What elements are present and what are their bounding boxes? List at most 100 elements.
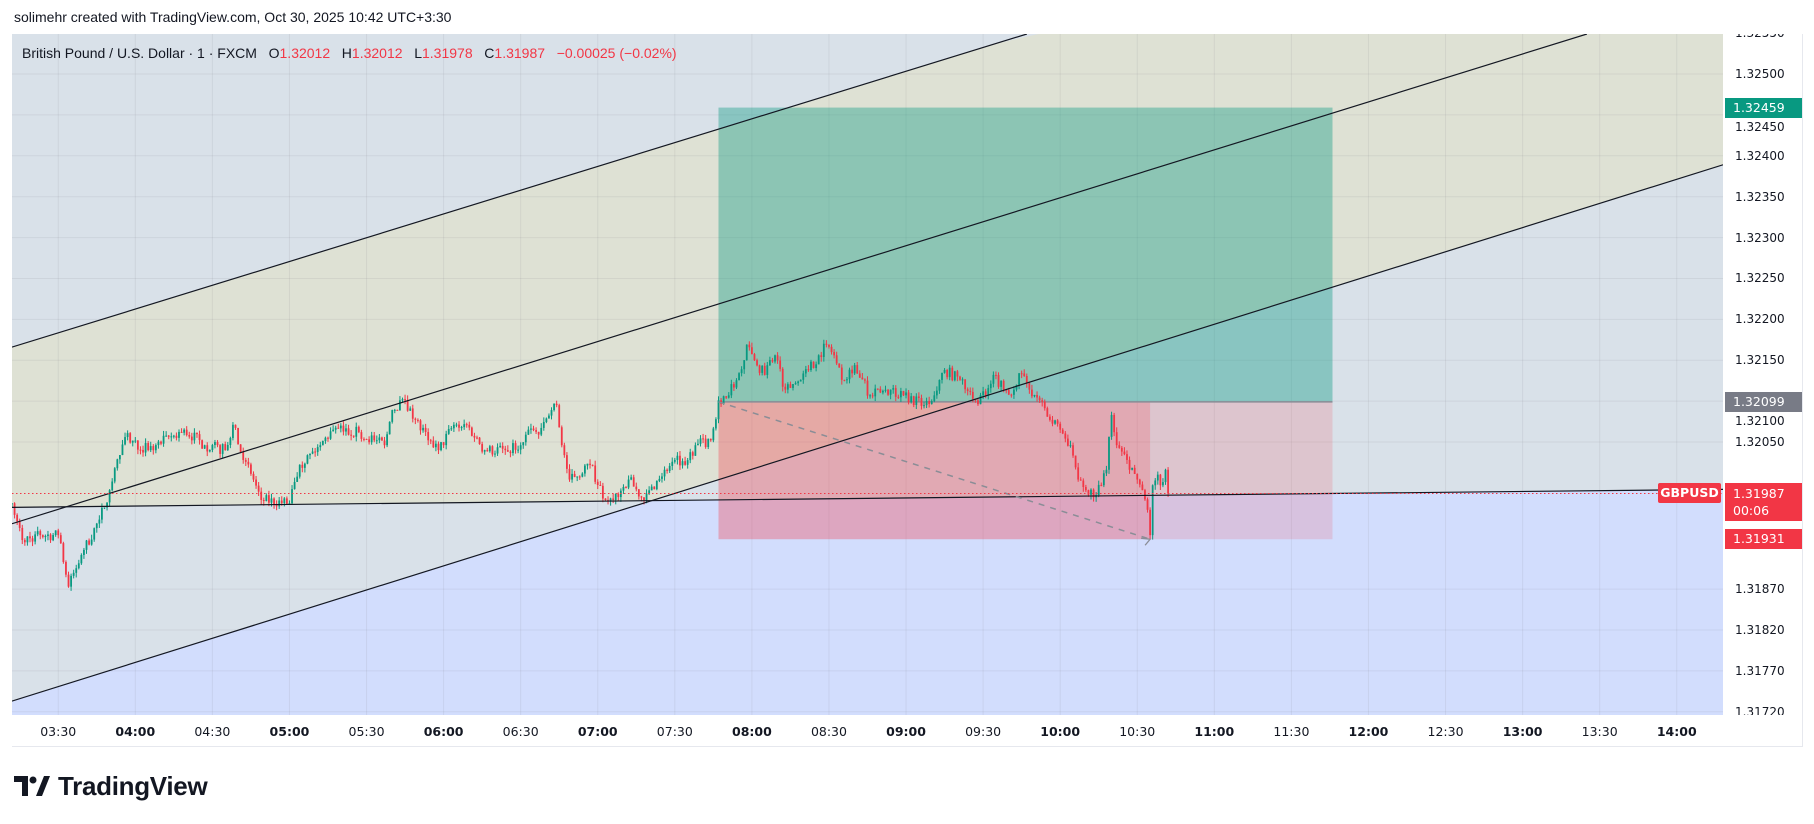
candle-body <box>645 493 648 500</box>
candle-body <box>12 503 13 505</box>
candle-body <box>440 442 442 451</box>
candle <box>221 443 224 459</box>
candle-body <box>311 451 314 454</box>
candle-body <box>126 433 129 438</box>
candle-body <box>756 360 758 366</box>
candle <box>977 397 979 406</box>
candle <box>838 363 841 368</box>
candle-body <box>799 379 802 382</box>
candle-body <box>468 424 471 428</box>
candle-body <box>545 418 548 422</box>
horizontal-trendline <box>12 488 1723 508</box>
candle <box>1162 478 1164 488</box>
candle-body <box>216 442 219 446</box>
time-tick-label: 12:00 <box>1348 724 1389 739</box>
candle-body <box>458 424 460 428</box>
candle <box>427 428 430 446</box>
candle <box>383 436 386 449</box>
candle-body <box>262 499 265 501</box>
candle <box>124 432 126 446</box>
candle-body <box>930 401 933 404</box>
candle-body <box>455 424 458 426</box>
time-axis[interactable]: 03:30 04:00 04:30 05:00 05:30 06:00 06:30 07:00… <box>12 715 1723 747</box>
candle-body <box>404 399 406 401</box>
candle-body <box>193 432 196 441</box>
candle-body <box>437 443 440 451</box>
tradingview-logo[interactable]: TradingView <box>14 770 208 802</box>
candle <box>255 476 257 489</box>
candle <box>948 364 951 381</box>
candle-body <box>1049 416 1051 420</box>
symbol-description[interactable]: British Pound / U.S. Dollar · 1 · FXCM <box>22 45 257 61</box>
candle <box>275 500 278 511</box>
candle-body <box>987 388 990 396</box>
candle <box>242 447 245 464</box>
candle-body <box>774 355 776 362</box>
chart-plot-area[interactable] <box>12 34 1723 715</box>
candle-body <box>1138 479 1141 485</box>
candle-body <box>905 392 907 396</box>
candle <box>36 526 39 537</box>
high-label: H <box>341 45 352 61</box>
candle-body <box>445 433 448 446</box>
candle-body <box>681 461 684 466</box>
candle <box>625 486 627 489</box>
candle <box>702 433 704 444</box>
candle-body <box>93 528 96 540</box>
candle-body <box>237 427 239 445</box>
candle-body <box>1064 433 1067 439</box>
candle <box>794 381 797 385</box>
price-tick-label: 1.32350 <box>1735 189 1785 204</box>
candle <box>869 394 871 399</box>
candle <box>864 378 866 384</box>
candle-body <box>201 440 204 449</box>
candle-body <box>16 514 19 522</box>
candle <box>1102 470 1105 488</box>
candle <box>679 451 681 470</box>
candle <box>684 456 686 466</box>
candle <box>381 436 383 441</box>
candle-body <box>553 403 555 411</box>
close-label: C <box>484 45 495 61</box>
candle-body <box>172 435 175 437</box>
candle-body <box>923 405 925 407</box>
candle <box>229 436 232 449</box>
candle <box>715 417 717 431</box>
price-tick-label: 1.32500 <box>1735 67 1785 82</box>
candle-body <box>835 355 838 364</box>
candle <box>748 341 751 351</box>
candle <box>165 431 168 437</box>
candle-body <box>887 389 889 395</box>
time-tick-label: 07:30 <box>656 724 693 739</box>
candle-body <box>941 372 943 380</box>
candle-body <box>98 519 101 524</box>
candle-body <box>72 572 75 576</box>
price-tick-label: 1.32100 <box>1735 413 1785 428</box>
candle-body <box>494 453 496 455</box>
candle <box>553 403 555 412</box>
candle <box>591 464 594 467</box>
candle <box>352 435 355 439</box>
price-axis[interactable]: 1.32550 1.32500 1.32450 1.32400 1.32350 1.323… <box>1723 34 1802 715</box>
candle-body <box>894 388 897 397</box>
candle-body <box>496 447 499 454</box>
candle-body <box>345 428 347 432</box>
candle-body <box>70 575 72 587</box>
candle-body <box>52 535 55 541</box>
candle-body <box>612 498 615 500</box>
candle <box>332 425 335 432</box>
candlestick-chart[interactable] <box>12 34 1723 715</box>
candle <box>735 378 738 390</box>
candle <box>1108 436 1110 474</box>
candle-body <box>178 431 180 438</box>
candle-body <box>13 503 16 515</box>
candle <box>938 379 941 394</box>
candle-body <box>915 396 918 406</box>
candle <box>31 535 34 547</box>
candle-body <box>658 478 661 481</box>
candle <box>658 475 661 483</box>
candle <box>409 406 412 411</box>
candle <box>524 431 527 446</box>
entry-price-label: 1.32099 <box>1725 391 1802 412</box>
time-tick-label: 05:30 <box>348 724 385 739</box>
